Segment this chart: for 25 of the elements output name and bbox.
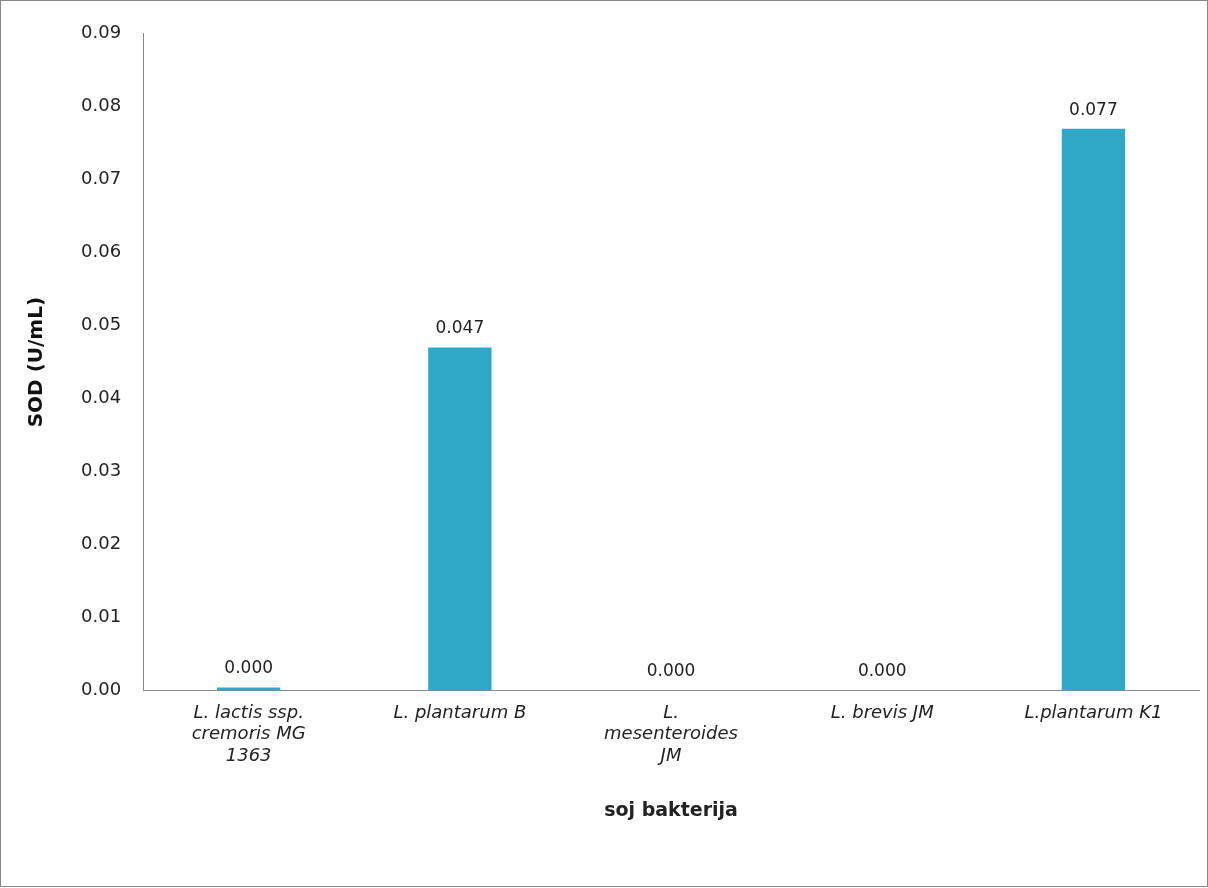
bar (428, 347, 492, 691)
data-label: 0.000 (224, 657, 274, 678)
y-tick-label: 0.07 (81, 167, 122, 189)
x-tick-label: L. lactis ssp. cremoris MG 1363 (191, 700, 306, 766)
y-axis-title: SOD (U/mL) (23, 296, 48, 428)
x-tick-label: L. plantarum B (393, 700, 527, 722)
data-label: 0.047 (435, 317, 485, 338)
x-tick-label: L.plantarum K1 (1024, 700, 1163, 722)
bar (1061, 128, 1126, 691)
y-tick-label: 0.05 (81, 313, 122, 335)
y-tick-label: 0.01 (81, 605, 122, 627)
y-tick-label: 0.03 (81, 459, 122, 481)
y-tick-label: 0.00 (81, 678, 122, 700)
x-axis-title: soj bakterija (604, 797, 738, 820)
y-tick-label: 0.04 (81, 386, 122, 408)
x-tick-label: L. mesenteroides JM (604, 700, 738, 766)
y-tick-label: 0.02 (81, 532, 122, 554)
data-label: 0.000 (857, 660, 907, 681)
x-tick-label: L. brevis JM (830, 700, 935, 722)
data-label: 0.077 (1069, 98, 1118, 119)
data-label: 0.000 (646, 660, 696, 681)
y-tick-label: 0.09 (81, 21, 122, 43)
bar (216, 687, 281, 691)
y-tick-label: 0.08 (81, 94, 122, 116)
y-tick-label: 0.06 (81, 240, 122, 262)
